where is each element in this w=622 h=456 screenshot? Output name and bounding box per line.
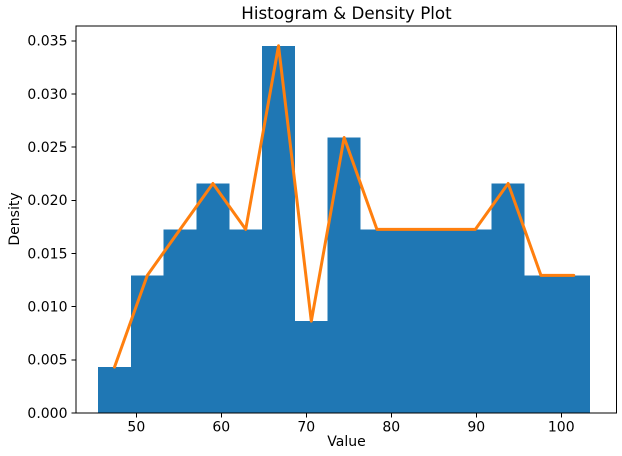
x-tick-label: 70 [297, 420, 315, 436]
histogram-bar [327, 137, 361, 413]
histogram-bar [229, 229, 263, 413]
y-tick-label: 0.025 [27, 140, 67, 156]
histogram-bar [426, 229, 459, 413]
histogram-bar [458, 229, 492, 413]
histogram-bar [557, 275, 591, 413]
y-tick-label: 0.010 [27, 299, 67, 315]
x-tick-label: 50 [127, 420, 145, 436]
chart-title: Histogram & Density Plot [241, 3, 452, 23]
density-line [113, 44, 576, 369]
histogram-bar [491, 183, 525, 413]
histogram-bar [524, 275, 558, 413]
histogram-bar [360, 229, 394, 413]
histogram-bar [262, 45, 295, 413]
y-tick-label: 0.035 [27, 34, 67, 50]
y-tick-label: 0.020 [27, 193, 67, 209]
y-ticks: 0.000 0.005 0.010 0.015 0.020 0.025 0.030 0.035 [27, 34, 76, 422]
histogram-bar [98, 367, 131, 413]
x-axis-label: Value [327, 434, 366, 450]
histogram-bar [196, 183, 230, 413]
x-tick-label: 100 [548, 420, 575, 436]
y-tick-label: 0.000 [27, 406, 67, 422]
y-tick-label: 0.030 [27, 87, 67, 103]
y-tick-label: 0.005 [27, 353, 67, 369]
x-tick-label: 60 [212, 420, 230, 436]
axes-spine [75, 25, 617, 414]
histogram-bars [98, 45, 591, 413]
x-tick-label: 80 [382, 420, 400, 436]
x-tick-label: 90 [467, 420, 485, 436]
histogram-bar [130, 275, 164, 413]
x-ticks: 50 60 70 80 90 100 [127, 413, 575, 436]
histogram-bar [163, 229, 197, 413]
histogram-bar [294, 321, 328, 413]
y-axis-label: Density [7, 192, 23, 246]
histogram-bar [393, 229, 427, 413]
y-tick-label: 0.015 [27, 246, 67, 262]
